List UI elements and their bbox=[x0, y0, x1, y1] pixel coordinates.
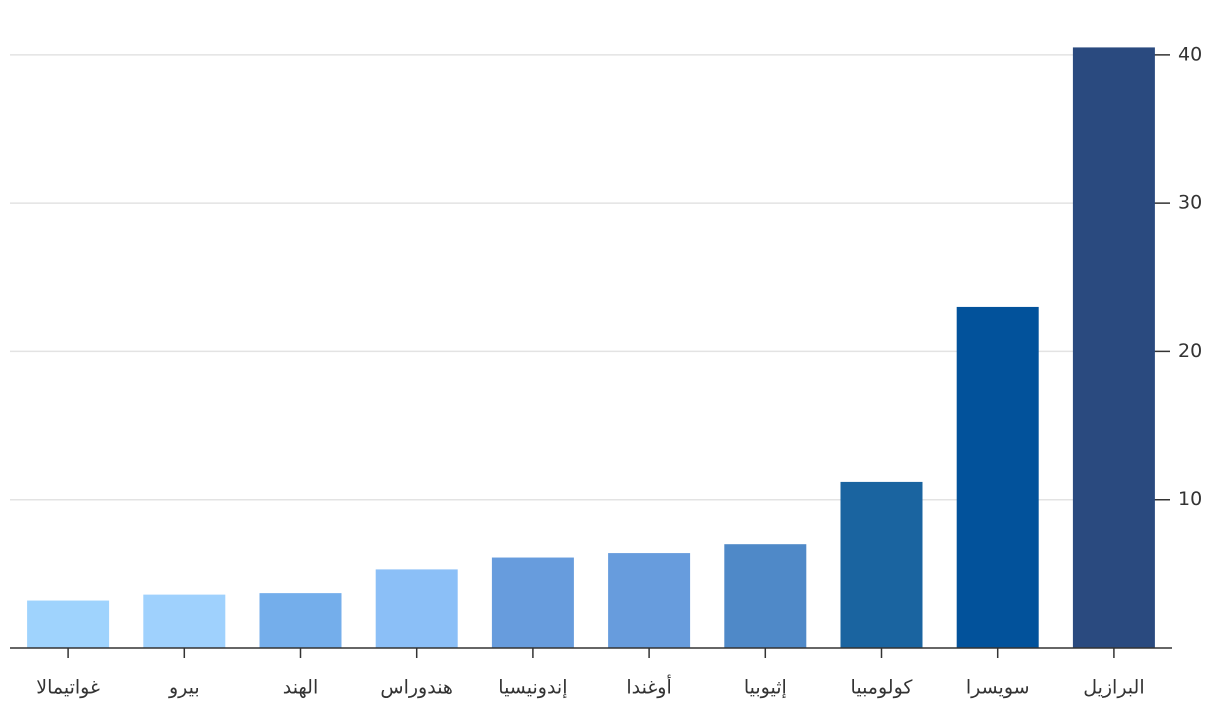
x-tick-label: البرازيل bbox=[1083, 677, 1144, 699]
bar bbox=[143, 594, 226, 648]
bar bbox=[491, 557, 574, 648]
x-tick-label: كولومبيا bbox=[851, 677, 914, 699]
x-tick-label: الهند bbox=[283, 677, 319, 699]
x-tick-label: غواتيمالا bbox=[36, 677, 100, 699]
x-tick-label: سويسرا bbox=[966, 677, 1030, 699]
bar bbox=[608, 553, 691, 648]
bar bbox=[375, 569, 458, 648]
x-tick-label: إندونيسيا bbox=[498, 677, 567, 700]
bar bbox=[840, 481, 923, 648]
y-tick-label: 40 bbox=[1178, 43, 1202, 65]
bar bbox=[259, 593, 342, 648]
bar bbox=[956, 306, 1039, 648]
x-tick-label: بيرو bbox=[168, 677, 200, 699]
x-tick-label: إثيوبيا bbox=[744, 677, 787, 700]
bar bbox=[27, 600, 110, 648]
bar bbox=[724, 544, 807, 648]
x-tick-label: أوغندا bbox=[626, 675, 671, 699]
y-tick-label: 20 bbox=[1178, 340, 1202, 362]
y-tick-label: 30 bbox=[1178, 192, 1202, 214]
bar bbox=[1072, 47, 1155, 649]
x-tick-label: هندوراس bbox=[380, 677, 453, 699]
y-tick-label: 10 bbox=[1178, 488, 1202, 510]
